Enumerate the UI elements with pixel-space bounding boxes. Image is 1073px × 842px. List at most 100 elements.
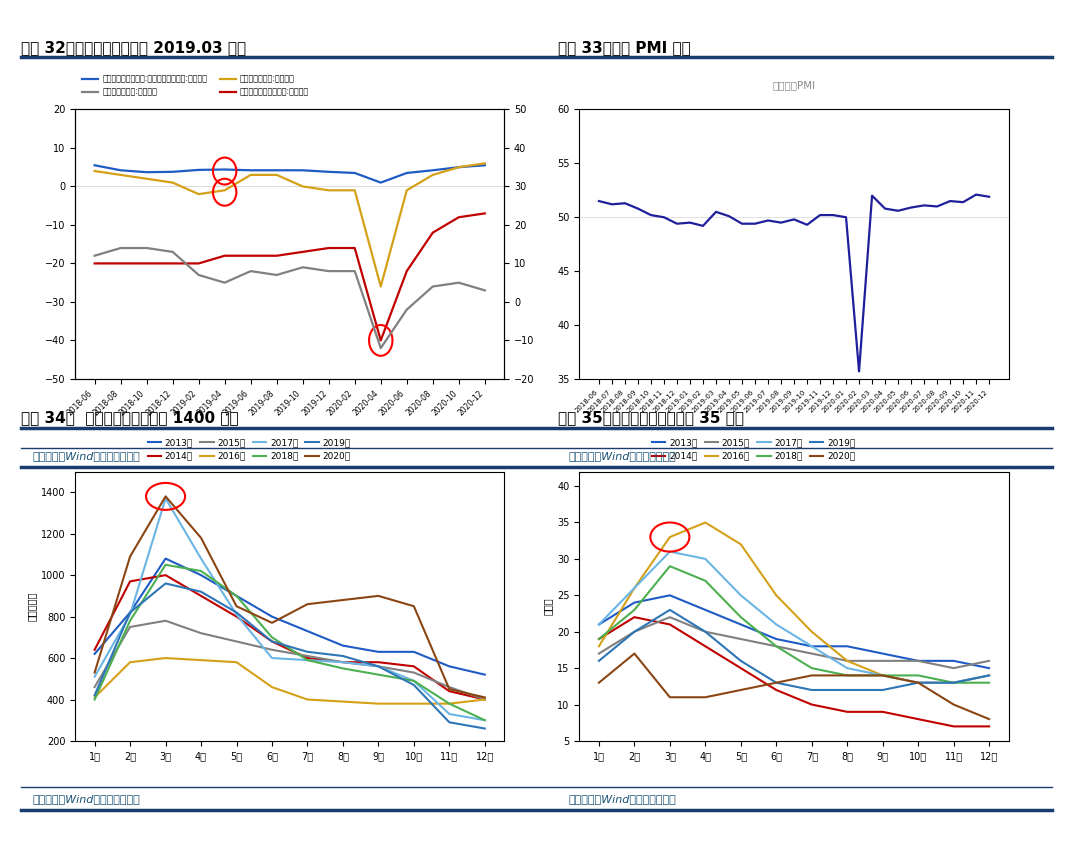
2014年 bbox=[443, 686, 456, 696]
2016年 bbox=[663, 532, 676, 542]
Line: 2017年: 2017年 bbox=[94, 498, 485, 720]
2019年 bbox=[443, 717, 456, 727]
2019年 bbox=[88, 690, 101, 701]
2016年 bbox=[230, 657, 242, 667]
2020年 bbox=[628, 648, 641, 658]
2019年 bbox=[769, 678, 782, 688]
2018年 bbox=[443, 699, 456, 709]
2019年 bbox=[265, 637, 278, 647]
2015年 bbox=[443, 682, 456, 692]
2013年 bbox=[663, 590, 676, 600]
2019年 bbox=[663, 605, 676, 615]
2018年 bbox=[265, 632, 278, 642]
2017年 bbox=[912, 678, 925, 688]
2014年 bbox=[841, 706, 854, 717]
2016年 bbox=[806, 626, 819, 637]
2014年 bbox=[983, 722, 996, 732]
2013年 bbox=[408, 647, 421, 657]
2018年 bbox=[408, 676, 421, 686]
2016年 bbox=[88, 692, 101, 702]
2015年 bbox=[592, 648, 605, 658]
2020年 bbox=[88, 668, 101, 678]
2016年 bbox=[372, 699, 385, 709]
2019年 bbox=[628, 626, 641, 637]
Text: 国内官方PMI: 国内官方PMI bbox=[773, 80, 815, 90]
2018年 bbox=[123, 616, 136, 626]
2019年 bbox=[372, 661, 385, 671]
2020年 bbox=[806, 670, 819, 680]
2018年 bbox=[769, 642, 782, 652]
2014年 bbox=[628, 612, 641, 622]
2016年 bbox=[699, 518, 711, 528]
2015年 bbox=[479, 695, 491, 705]
2016年 bbox=[912, 678, 925, 688]
2018年 bbox=[372, 669, 385, 679]
2016年 bbox=[123, 657, 136, 667]
2017年 bbox=[265, 653, 278, 663]
Line: 2015年: 2015年 bbox=[599, 617, 989, 669]
2019年 bbox=[230, 607, 242, 617]
2014年 bbox=[806, 700, 819, 710]
2014年 bbox=[479, 695, 491, 705]
2014年 bbox=[663, 620, 676, 630]
2017年 bbox=[877, 670, 890, 680]
2016年 bbox=[443, 699, 456, 709]
2015年 bbox=[372, 661, 385, 671]
2013年 bbox=[947, 656, 960, 666]
Text: 数据来源：Wind，中信建投期货: 数据来源：Wind，中信建投期货 bbox=[569, 450, 676, 461]
2014年 bbox=[877, 706, 890, 717]
2014年 bbox=[123, 576, 136, 586]
2017年 bbox=[408, 676, 421, 686]
2020年 bbox=[663, 692, 676, 702]
Y-axis label: 螺纹钢库存: 螺纹钢库存 bbox=[27, 592, 36, 621]
2018年 bbox=[983, 678, 996, 688]
2017年 bbox=[592, 620, 605, 630]
2017年 bbox=[302, 655, 314, 665]
Text: 数据来源：Wind，中信建投期货: 数据来源：Wind，中信建投期货 bbox=[569, 793, 676, 803]
2014年 bbox=[408, 661, 421, 671]
2015年 bbox=[699, 626, 711, 637]
2020年 bbox=[734, 685, 747, 695]
2019年 bbox=[123, 607, 136, 617]
2014年 bbox=[265, 637, 278, 647]
2018年 bbox=[479, 715, 491, 725]
2013年 bbox=[372, 647, 385, 657]
2015年 bbox=[88, 682, 101, 692]
Text: 图表 33：官方 PMI 数据: 图表 33：官方 PMI 数据 bbox=[558, 40, 691, 55]
Line: 2013年: 2013年 bbox=[599, 595, 989, 669]
2020年 bbox=[372, 591, 385, 601]
2018年 bbox=[912, 670, 925, 680]
2015年 bbox=[877, 656, 890, 666]
2019年 bbox=[592, 656, 605, 666]
2013年 bbox=[88, 649, 101, 659]
2018年 bbox=[230, 591, 242, 601]
Legend: 2013年, 2014年, 2015年, 2016年, 2017年, 2018年, 2019年, 2020年: 2013年, 2014年, 2015年, 2016年, 2017年, 2018年… bbox=[648, 434, 858, 464]
2015年 bbox=[769, 642, 782, 652]
2017年 bbox=[806, 642, 819, 652]
2016年 bbox=[947, 678, 960, 688]
2019年 bbox=[194, 587, 207, 597]
2017年 bbox=[983, 670, 996, 680]
2014年 bbox=[947, 722, 960, 732]
2014年 bbox=[912, 714, 925, 724]
Line: 2017年: 2017年 bbox=[599, 552, 989, 683]
2015年 bbox=[734, 634, 747, 644]
2019年 bbox=[699, 626, 711, 637]
2020年 bbox=[159, 492, 172, 502]
2013年 bbox=[123, 607, 136, 617]
2014年 bbox=[699, 642, 711, 652]
2015年 bbox=[159, 616, 172, 626]
2018年 bbox=[88, 695, 101, 705]
2020年 bbox=[983, 714, 996, 724]
Line: 2016年: 2016年 bbox=[599, 523, 989, 683]
2013年 bbox=[912, 656, 925, 666]
Line: 2018年: 2018年 bbox=[94, 565, 485, 720]
2020年 bbox=[230, 601, 242, 611]
2019年 bbox=[337, 651, 350, 661]
2014年 bbox=[302, 653, 314, 663]
Line: 2014年: 2014年 bbox=[599, 617, 989, 727]
2014年 bbox=[88, 645, 101, 655]
Text: 图表 34：  螺纹钢库存最高触及 1400 万吨: 图表 34： 螺纹钢库存最高触及 1400 万吨 bbox=[21, 410, 239, 425]
Legend: 固定资产投资完成额:基础设施建设投资:累计同比, 房屋新开工面积:累计同比, 商品房销售面积:累计同比, 房地产开发投资完成额:累计同比: 固定资产投资完成额:基础设施建设投资:累计同比, 房屋新开工面积:累计同比, 商… bbox=[79, 72, 312, 100]
2015年 bbox=[663, 612, 676, 622]
